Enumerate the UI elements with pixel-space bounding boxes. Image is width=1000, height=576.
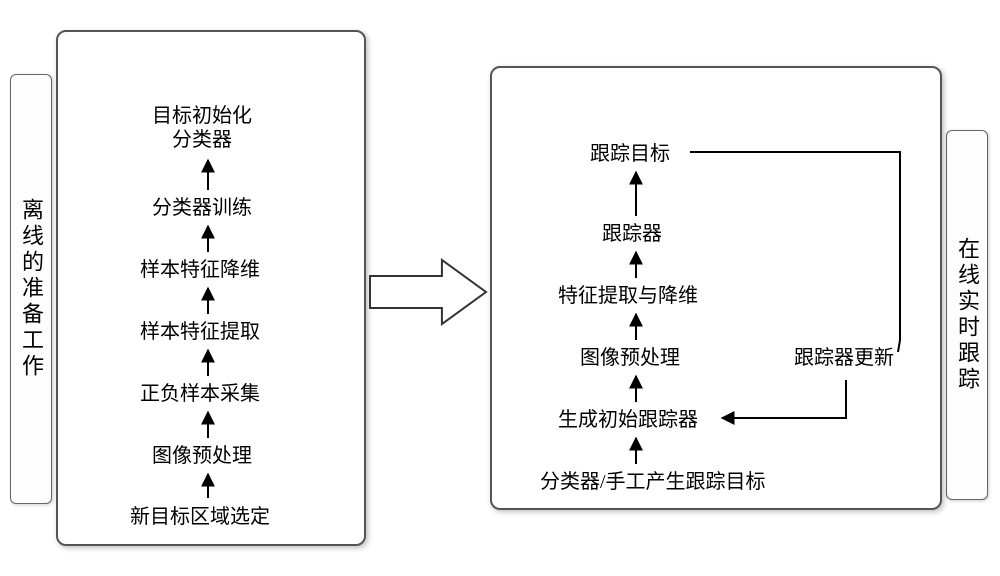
- offline-step-l4: 样本特征降维: [140, 258, 260, 282]
- offline-step-l0: 新目标区域选定: [130, 505, 270, 529]
- flowchart-root: 离线的准备工作 在线实时跟踪 新目标区域选定图像预处理正负样本采集样本特征提取样…: [0, 0, 1000, 576]
- offline-step-l5: 分类器训练: [152, 196, 252, 220]
- online-step-r0: 分类器/手工产生跟踪目标: [540, 470, 766, 494]
- side-label-online: 在线实时跟踪: [946, 130, 988, 500]
- online-step-r3: 特征提取与降维: [558, 284, 698, 308]
- connector-arrow: [370, 260, 486, 324]
- online-step-r5: 跟踪目标: [590, 142, 670, 166]
- online-step-ru: 跟踪器更新: [794, 346, 894, 370]
- offline-step-l6: 目标初始化分类器: [152, 104, 252, 152]
- online-step-r4: 跟踪器: [602, 222, 662, 246]
- offline-step-l2: 正负样本采集: [140, 382, 260, 406]
- online-step-r2: 图像预处理: [580, 346, 680, 370]
- offline-step-l3: 样本特征提取: [140, 320, 260, 344]
- offline-step-l1: 图像预处理: [152, 444, 252, 468]
- online-step-r1: 生成初始跟踪器: [558, 408, 698, 432]
- side-label-offline: 离线的准备工作: [10, 74, 52, 504]
